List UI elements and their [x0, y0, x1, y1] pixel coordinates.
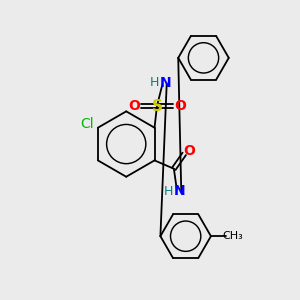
Text: CH₃: CH₃	[223, 231, 244, 241]
Text: H: H	[149, 76, 159, 89]
Text: O: O	[184, 144, 196, 158]
Text: S: S	[152, 99, 162, 114]
Text: N: N	[174, 184, 186, 198]
Text: O: O	[174, 99, 186, 113]
Text: O: O	[128, 99, 140, 113]
Text: H: H	[164, 184, 173, 197]
Text: N: N	[159, 76, 171, 89]
Text: Cl: Cl	[80, 117, 93, 131]
